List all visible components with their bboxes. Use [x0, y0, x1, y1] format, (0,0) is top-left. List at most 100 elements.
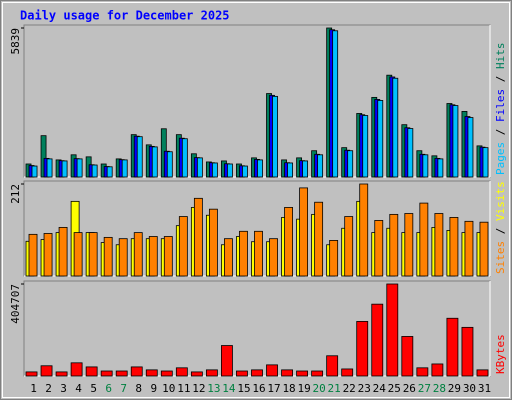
x-tick-label: 16 — [252, 382, 265, 395]
chart-title: Daily usage for December 2025 — [20, 9, 230, 23]
bar — [356, 321, 369, 377]
legend-separator: / — [494, 69, 507, 89]
bar — [464, 220, 474, 277]
bar — [224, 238, 233, 277]
bar — [344, 216, 354, 277]
bar — [163, 236, 173, 277]
bar — [166, 151, 173, 178]
x-tick-label: 20 — [313, 382, 326, 395]
bar — [175, 367, 188, 377]
bar — [46, 158, 53, 178]
legend-entry: Sites — [494, 241, 507, 274]
bar — [121, 159, 128, 178]
bar — [58, 226, 68, 277]
bar — [91, 164, 98, 178]
bar — [221, 345, 233, 377]
bar — [407, 128, 414, 178]
x-tick-label: 9 — [150, 382, 157, 395]
legend-separator: / — [494, 122, 507, 142]
bar — [257, 159, 263, 178]
x-tick-label: 17 — [267, 382, 280, 395]
bar — [100, 370, 113, 377]
bar — [332, 30, 339, 178]
bar — [211, 162, 218, 178]
legend-entry: Pages — [494, 142, 507, 175]
bar — [251, 369, 263, 377]
x-tick-label: 19 — [297, 382, 310, 395]
bar — [148, 236, 158, 277]
x-tick-label: 13 — [207, 382, 220, 395]
x-tick-label: 23 — [358, 382, 371, 395]
bar — [133, 232, 143, 277]
y-tick-label: 212 — [9, 184, 22, 204]
bar — [467, 117, 474, 178]
bar — [205, 369, 218, 377]
bar — [377, 100, 384, 178]
bar — [479, 221, 489, 277]
bar — [160, 370, 173, 377]
bar — [284, 207, 293, 277]
legend: Pages / Files / Hits — [494, 43, 507, 176]
bar — [374, 220, 384, 277]
bar — [341, 368, 354, 377]
x-tick-label: 15 — [237, 382, 250, 395]
bar — [329, 240, 339, 277]
x-tick-label: 6 — [105, 382, 112, 395]
y-tick-label: 404707 — [9, 284, 22, 324]
bar — [362, 115, 369, 178]
bar — [314, 201, 324, 277]
bar — [296, 370, 309, 377]
legend: KBytes — [494, 334, 507, 374]
bar — [88, 232, 98, 277]
bar — [115, 370, 128, 377]
x-tick-label: 14 — [222, 382, 236, 395]
bar — [476, 369, 489, 377]
bar — [347, 150, 354, 178]
bar — [208, 208, 218, 277]
bar — [302, 160, 309, 178]
bar — [437, 158, 444, 178]
bar — [190, 371, 203, 377]
panel — [23, 280, 491, 377]
bar — [452, 105, 459, 178]
bar — [193, 197, 203, 277]
bar — [389, 213, 399, 277]
x-tick-label: 21 — [328, 382, 341, 395]
legend-entry: Hits — [494, 43, 507, 70]
x-tick-label: 29 — [448, 382, 461, 395]
x-tick-label: 25 — [388, 382, 401, 395]
legend-entry: Visits — [494, 181, 507, 221]
x-tick-label: 4 — [75, 382, 82, 395]
x-tick-label: 10 — [162, 382, 175, 395]
legend-entry: Files — [494, 89, 507, 122]
bar — [43, 233, 53, 277]
x-tick-label: 5 — [90, 382, 97, 395]
bar — [449, 217, 459, 277]
bar — [404, 213, 414, 277]
bar — [431, 363, 444, 377]
bar — [272, 95, 278, 178]
x-tick-label: 11 — [177, 382, 190, 395]
x-tick-label: 22 — [343, 382, 356, 395]
bar — [371, 303, 384, 377]
bar — [299, 187, 309, 277]
y-tick-label: 5839 — [9, 28, 22, 55]
bar — [281, 369, 293, 377]
legend: Sites / Visits — [494, 181, 507, 274]
bar — [106, 166, 113, 178]
bar — [434, 213, 444, 277]
x-tick-label: 24 — [373, 382, 387, 395]
bar — [40, 135, 47, 178]
bar — [287, 162, 293, 178]
bar — [392, 77, 399, 178]
bar — [482, 147, 489, 178]
x-tick-label: 18 — [282, 382, 295, 395]
bar — [118, 238, 128, 277]
legend-separator: / — [494, 221, 507, 241]
bar — [326, 355, 339, 377]
bar — [446, 317, 459, 377]
bar — [55, 371, 68, 377]
